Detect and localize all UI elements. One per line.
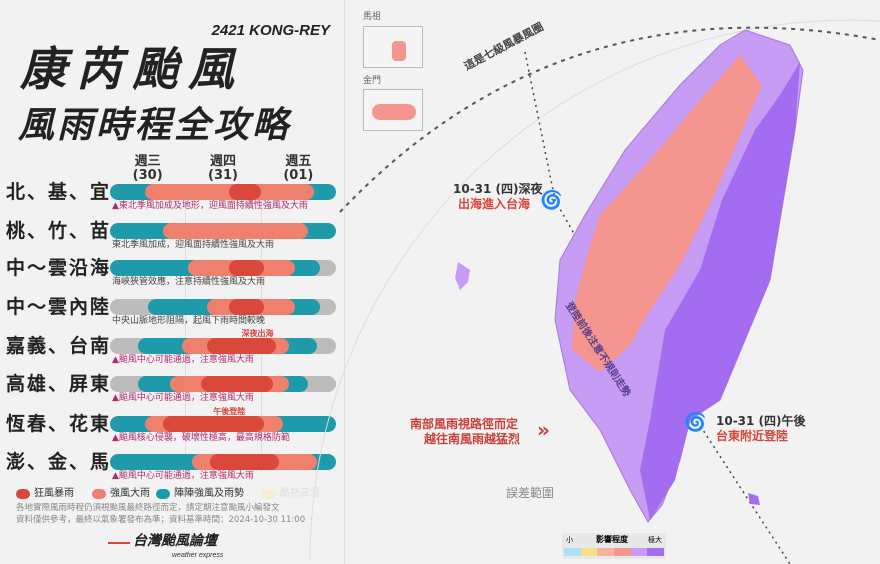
legend-swatch xyxy=(156,489,170,499)
segment-red xyxy=(229,260,264,276)
timeline-bar xyxy=(110,184,336,200)
segment-red xyxy=(229,299,264,315)
typhoon-id: 2421 KONG-REY xyxy=(211,22,330,39)
legend-label: 狂風暴雨 xyxy=(34,488,74,499)
error-range-circle xyxy=(309,19,880,561)
point2-desc: 台東附近登陸 xyxy=(716,429,789,443)
region-label: 嘉義、台南 xyxy=(6,335,112,357)
region-note: ▲颱風中心可能通過，注意強風大雨 xyxy=(112,393,254,403)
storm-circle-arc xyxy=(339,26,880,213)
timeline-panel: 2421 KONG-REY 康芮颱風 風雨時程全攻略 各地實際風雨時程仍須視颱風… xyxy=(0,0,345,564)
segment-red xyxy=(201,376,274,392)
page-title: 康芮颱風 xyxy=(20,42,244,96)
inset-label-matsu: 馬祖 xyxy=(363,12,382,22)
timeline-bar xyxy=(110,223,336,239)
legend-swatch xyxy=(16,489,30,499)
event-marker: 午後登陸 xyxy=(213,407,246,416)
legend-item: 狂風暴雨 xyxy=(16,488,74,500)
timeline-bar xyxy=(110,454,336,470)
scale-swatch xyxy=(647,548,665,556)
chevron-right-icon: » xyxy=(537,418,550,442)
region-note: ▲東北季風加成及地形，迎風面持續性強風及大雨 xyxy=(112,201,308,211)
region-note: ▲颱風中心可能通過，注意強風大雨 xyxy=(112,471,254,481)
south-note-2: 越往南風雨越猛烈 xyxy=(424,432,521,446)
timeline-bar xyxy=(110,299,336,315)
legend-swatch xyxy=(92,489,106,499)
segment-red xyxy=(207,338,277,354)
logo-stroke xyxy=(108,542,130,544)
region-label: 北、基、宜 xyxy=(6,181,112,203)
timeline-bar xyxy=(110,260,336,276)
region-label: 恆春、花東 xyxy=(6,413,112,435)
scale-swatch xyxy=(630,548,648,556)
legend-swatch xyxy=(262,489,276,499)
footer-note-1: 各地實際風雨時程仍須視颱風最終路徑而定，請定期注意颱風小編發文 xyxy=(16,503,280,513)
scale-swatch xyxy=(597,548,615,556)
day-date: (31) xyxy=(208,168,238,183)
page-subtitle: 風雨時程全攻略 xyxy=(18,105,292,146)
region-label: 桃、竹、苗 xyxy=(6,220,112,242)
scale-swatch xyxy=(564,548,581,556)
inset-matsu xyxy=(363,26,423,68)
scale-high: 極大 xyxy=(648,536,662,544)
region-label: 中～雲沿海 xyxy=(6,257,112,279)
region-note: 東北季風加成，迎風面持續性強風及大雨 xyxy=(112,240,275,250)
segment-pink xyxy=(163,223,308,239)
footer-note-2: 資料僅供參考，最終以氣象署發布為準；資料基準時間：2024-10-30 11:0… xyxy=(16,515,306,525)
region-note: ▲颱風中心可能通過，注意強風大雨 xyxy=(112,355,254,365)
error-range-label: 誤差範圍 xyxy=(506,486,555,500)
day-name: 週五 xyxy=(285,154,312,169)
region-note: 海峽狹管效應，注意持續性強風及大雨 xyxy=(112,277,266,287)
day-header: 週五 (01) xyxy=(273,155,323,183)
typhoon-icon-1: 🌀 xyxy=(540,189,562,211)
region-label: 高雄、屏東 xyxy=(6,373,112,395)
point2-time: 10-31 (四)午後 xyxy=(716,414,806,428)
day-date: (30) xyxy=(132,168,163,183)
typhoon-icon-2: 🌀 xyxy=(684,411,706,433)
legend-item: 強風大雨 xyxy=(92,488,150,500)
region-label: 澎、金、馬 xyxy=(6,451,112,473)
timeline-bar xyxy=(110,416,336,432)
segment-red xyxy=(229,184,261,200)
timeline-bar xyxy=(110,376,336,392)
extreme-impact-zone-east xyxy=(640,62,800,520)
legend-label: 酷熱高溫 xyxy=(280,488,320,499)
impact-scale-legend: 小 影響程度 極大 xyxy=(562,533,666,559)
region-label: 中～雲內陸 xyxy=(6,296,112,318)
day-header: 週四 (31) xyxy=(198,155,248,183)
inset-label-kinmen: 金門 xyxy=(363,76,382,86)
point1-time: 10-31 (四)深夜 xyxy=(453,182,543,196)
segment-red xyxy=(210,454,280,470)
region-note: 中央山脈地形阻隔，起風下雨時間較晚 xyxy=(112,316,266,326)
day-gridline xyxy=(185,183,187,473)
typhoon-track xyxy=(524,51,791,564)
logo: 台灣颱風論壇 xyxy=(133,533,217,549)
south-note-1: 南部風雨視路徑而定 xyxy=(410,417,519,431)
legend-item: 陣陣強風及雨勢 xyxy=(156,488,244,500)
legend-label: 陣陣強風及雨勢 xyxy=(174,488,244,499)
segment-red xyxy=(163,416,264,432)
event-marker: 深夜出海 xyxy=(241,329,274,338)
penghu-island xyxy=(455,262,470,290)
day-gridline xyxy=(260,183,262,473)
legend-label: 強風大雨 xyxy=(110,488,150,499)
inset-kinmen xyxy=(363,89,423,131)
high-impact-zone-west xyxy=(572,55,762,372)
scale-swatch xyxy=(614,548,631,556)
day-name: 週四 xyxy=(209,154,236,169)
logo-tagline: weather express xyxy=(172,552,224,559)
scale-swatch xyxy=(580,548,598,556)
scale-low: 小 xyxy=(566,536,573,544)
region-note: ▲颱風核心侵襲，破壞性極高，最高規格防範 xyxy=(112,433,290,443)
timeline-bar xyxy=(110,338,336,354)
day-header: 週三 (30) xyxy=(123,155,173,183)
scale-title: 影響程度 xyxy=(596,535,628,544)
day-name: 週三 xyxy=(134,154,161,169)
point1-desc: 出海進入台海 xyxy=(458,197,531,211)
day-date: (01) xyxy=(283,168,314,183)
lanyu-island xyxy=(748,493,760,505)
legend-item: 酷熱高溫 xyxy=(262,488,320,500)
